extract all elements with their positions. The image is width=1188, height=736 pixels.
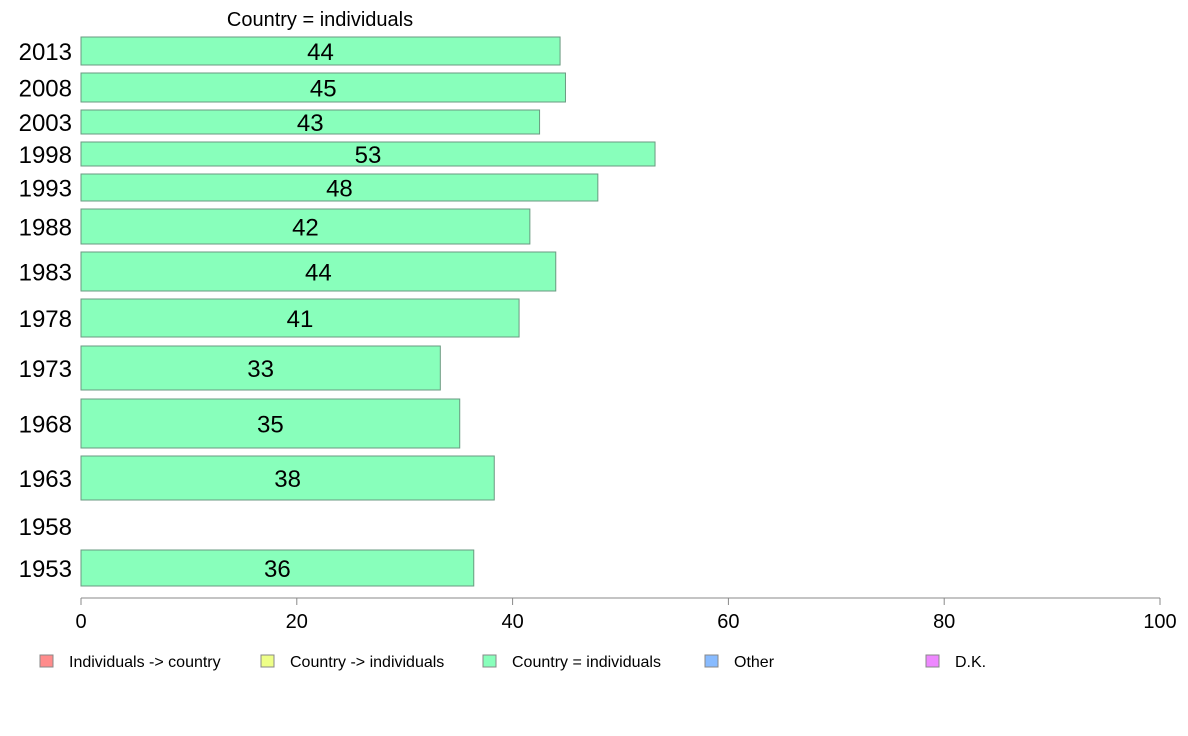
data-label: 44 — [307, 39, 334, 66]
bar — [80, 298, 520, 338]
bar — [80, 208, 531, 245]
legend-swatch — [260, 654, 275, 668]
legend-swatch — [482, 654, 497, 668]
data-label: 53 — [355, 142, 382, 169]
data-label: 42 — [292, 215, 319, 242]
data-label: 35 — [257, 412, 284, 439]
category-label: 1993 — [19, 176, 72, 203]
legend-label: Country -> individuals — [290, 654, 444, 671]
bar — [80, 251, 557, 292]
category-label: 1968 — [19, 412, 72, 439]
x-tick-label: 0 — [75, 611, 86, 633]
category-label: 2008 — [19, 76, 72, 103]
data-label: 36 — [264, 556, 291, 583]
x-tick-label: 20 — [286, 611, 308, 633]
legend-label: Country = individuals — [512, 654, 661, 671]
category-label: 1958 — [19, 514, 72, 541]
category-label: 2003 — [19, 110, 72, 137]
category-labels: 2013 2008 2003 1998 1993 1988 1983 1978 1973 1968… — [19, 39, 72, 583]
legend: Individuals -> country Country -> individ… — [39, 654, 986, 671]
data-label: 45 — [310, 76, 337, 103]
legend-label: Other — [734, 654, 775, 671]
legend-swatch — [925, 654, 940, 668]
data-label: 41 — [287, 306, 314, 333]
category-label: 1973 — [19, 356, 72, 383]
category-label: 1988 — [19, 215, 72, 242]
legend-label: D.K. — [955, 654, 986, 671]
legend-label: Individuals -> country — [69, 654, 221, 671]
category-label: 2013 — [19, 39, 72, 66]
category-label: 1963 — [19, 466, 72, 493]
bar — [80, 173, 599, 202]
bar — [80, 345, 441, 391]
category-label: 1953 — [19, 556, 72, 583]
bar — [80, 455, 495, 501]
data-label: 38 — [274, 466, 301, 493]
data-label: 44 — [305, 260, 332, 287]
x-axis: 0 20 40 60 80 100 — [75, 597, 1177, 633]
chart-title: Country = individuals — [227, 9, 413, 31]
bar — [80, 141, 656, 167]
x-tick-label: 80 — [933, 611, 955, 633]
x-tick-label: 100 — [1143, 611, 1176, 633]
bar — [80, 36, 561, 66]
legend-swatch — [39, 654, 54, 668]
data-label: 48 — [326, 176, 353, 203]
data-label: 33 — [247, 356, 274, 383]
x-tick-label: 40 — [501, 611, 523, 633]
bar — [80, 549, 475, 587]
category-label: 1998 — [19, 142, 72, 169]
data-label: 43 — [297, 110, 324, 137]
bar — [80, 398, 461, 449]
category-label: 1978 — [19, 306, 72, 333]
x-tick-label: 60 — [717, 611, 739, 633]
category-label: 1983 — [19, 260, 72, 287]
legend-swatch — [704, 654, 719, 668]
bar — [80, 109, 541, 135]
bar — [80, 72, 566, 103]
